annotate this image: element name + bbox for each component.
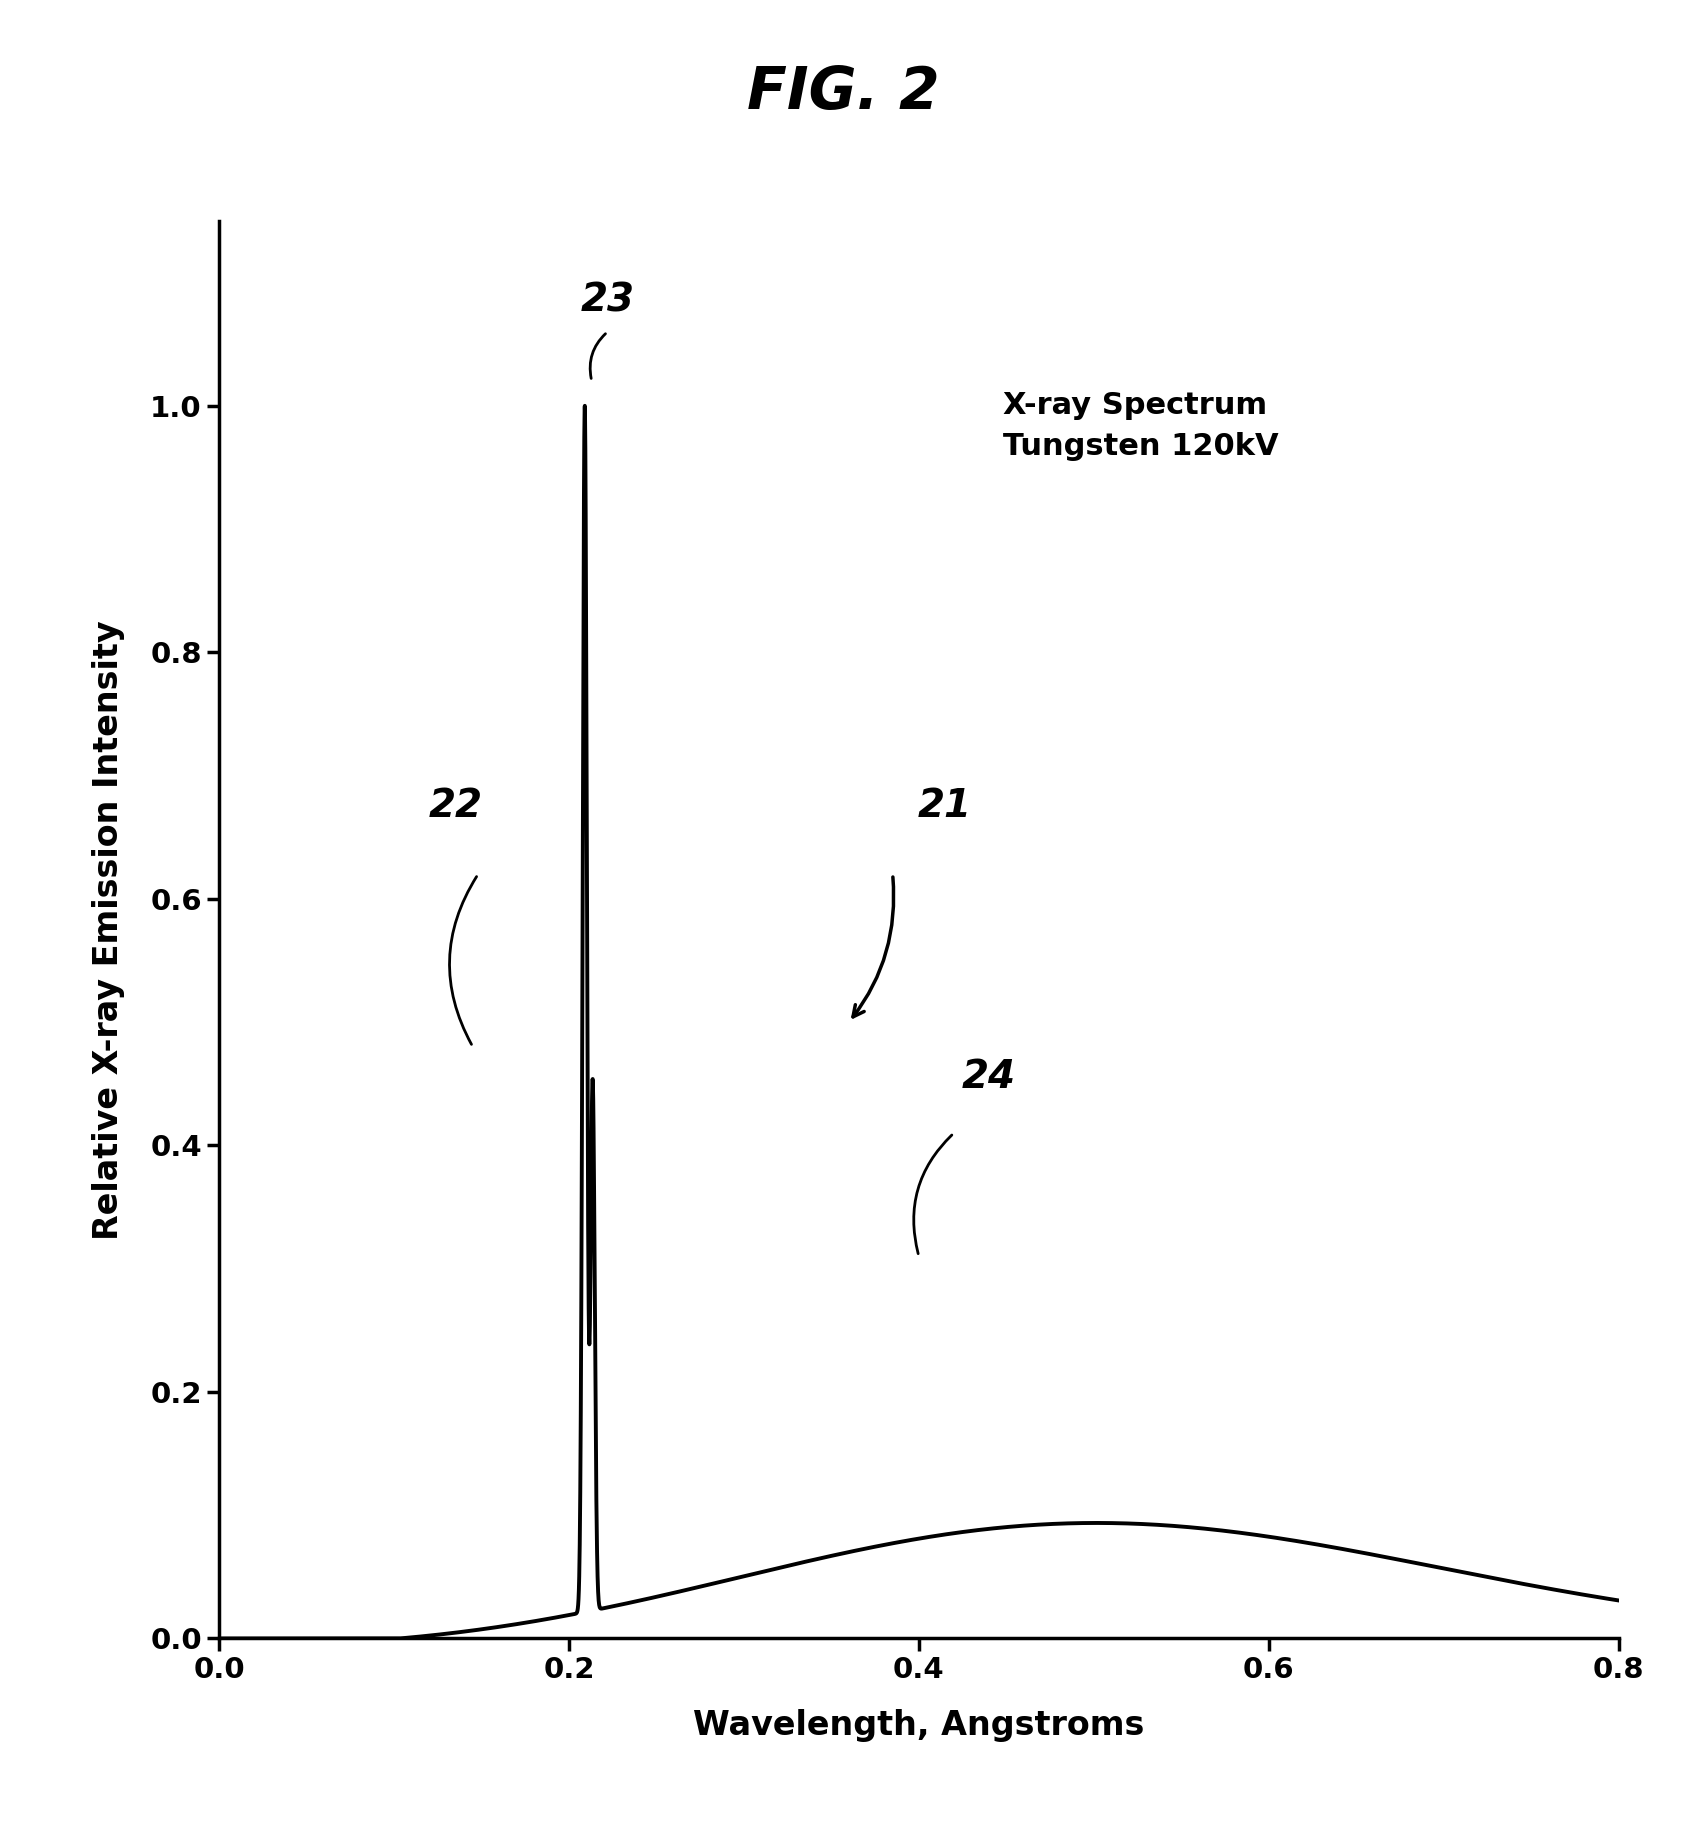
Y-axis label: Relative X-ray Emission Intensity: Relative X-ray Emission Intensity (93, 620, 125, 1239)
Text: 24: 24 (961, 1059, 1017, 1095)
Text: 23: 23 (580, 282, 634, 320)
Text: 22: 22 (428, 786, 482, 825)
X-axis label: Wavelength, Angstroms: Wavelength, Angstroms (693, 1708, 1145, 1742)
Text: X-ray Spectrum
Tungsten 120kV: X-ray Spectrum Tungsten 120kV (1003, 390, 1278, 460)
Text: 21: 21 (919, 786, 973, 825)
Text: FIG. 2: FIG. 2 (747, 64, 939, 122)
